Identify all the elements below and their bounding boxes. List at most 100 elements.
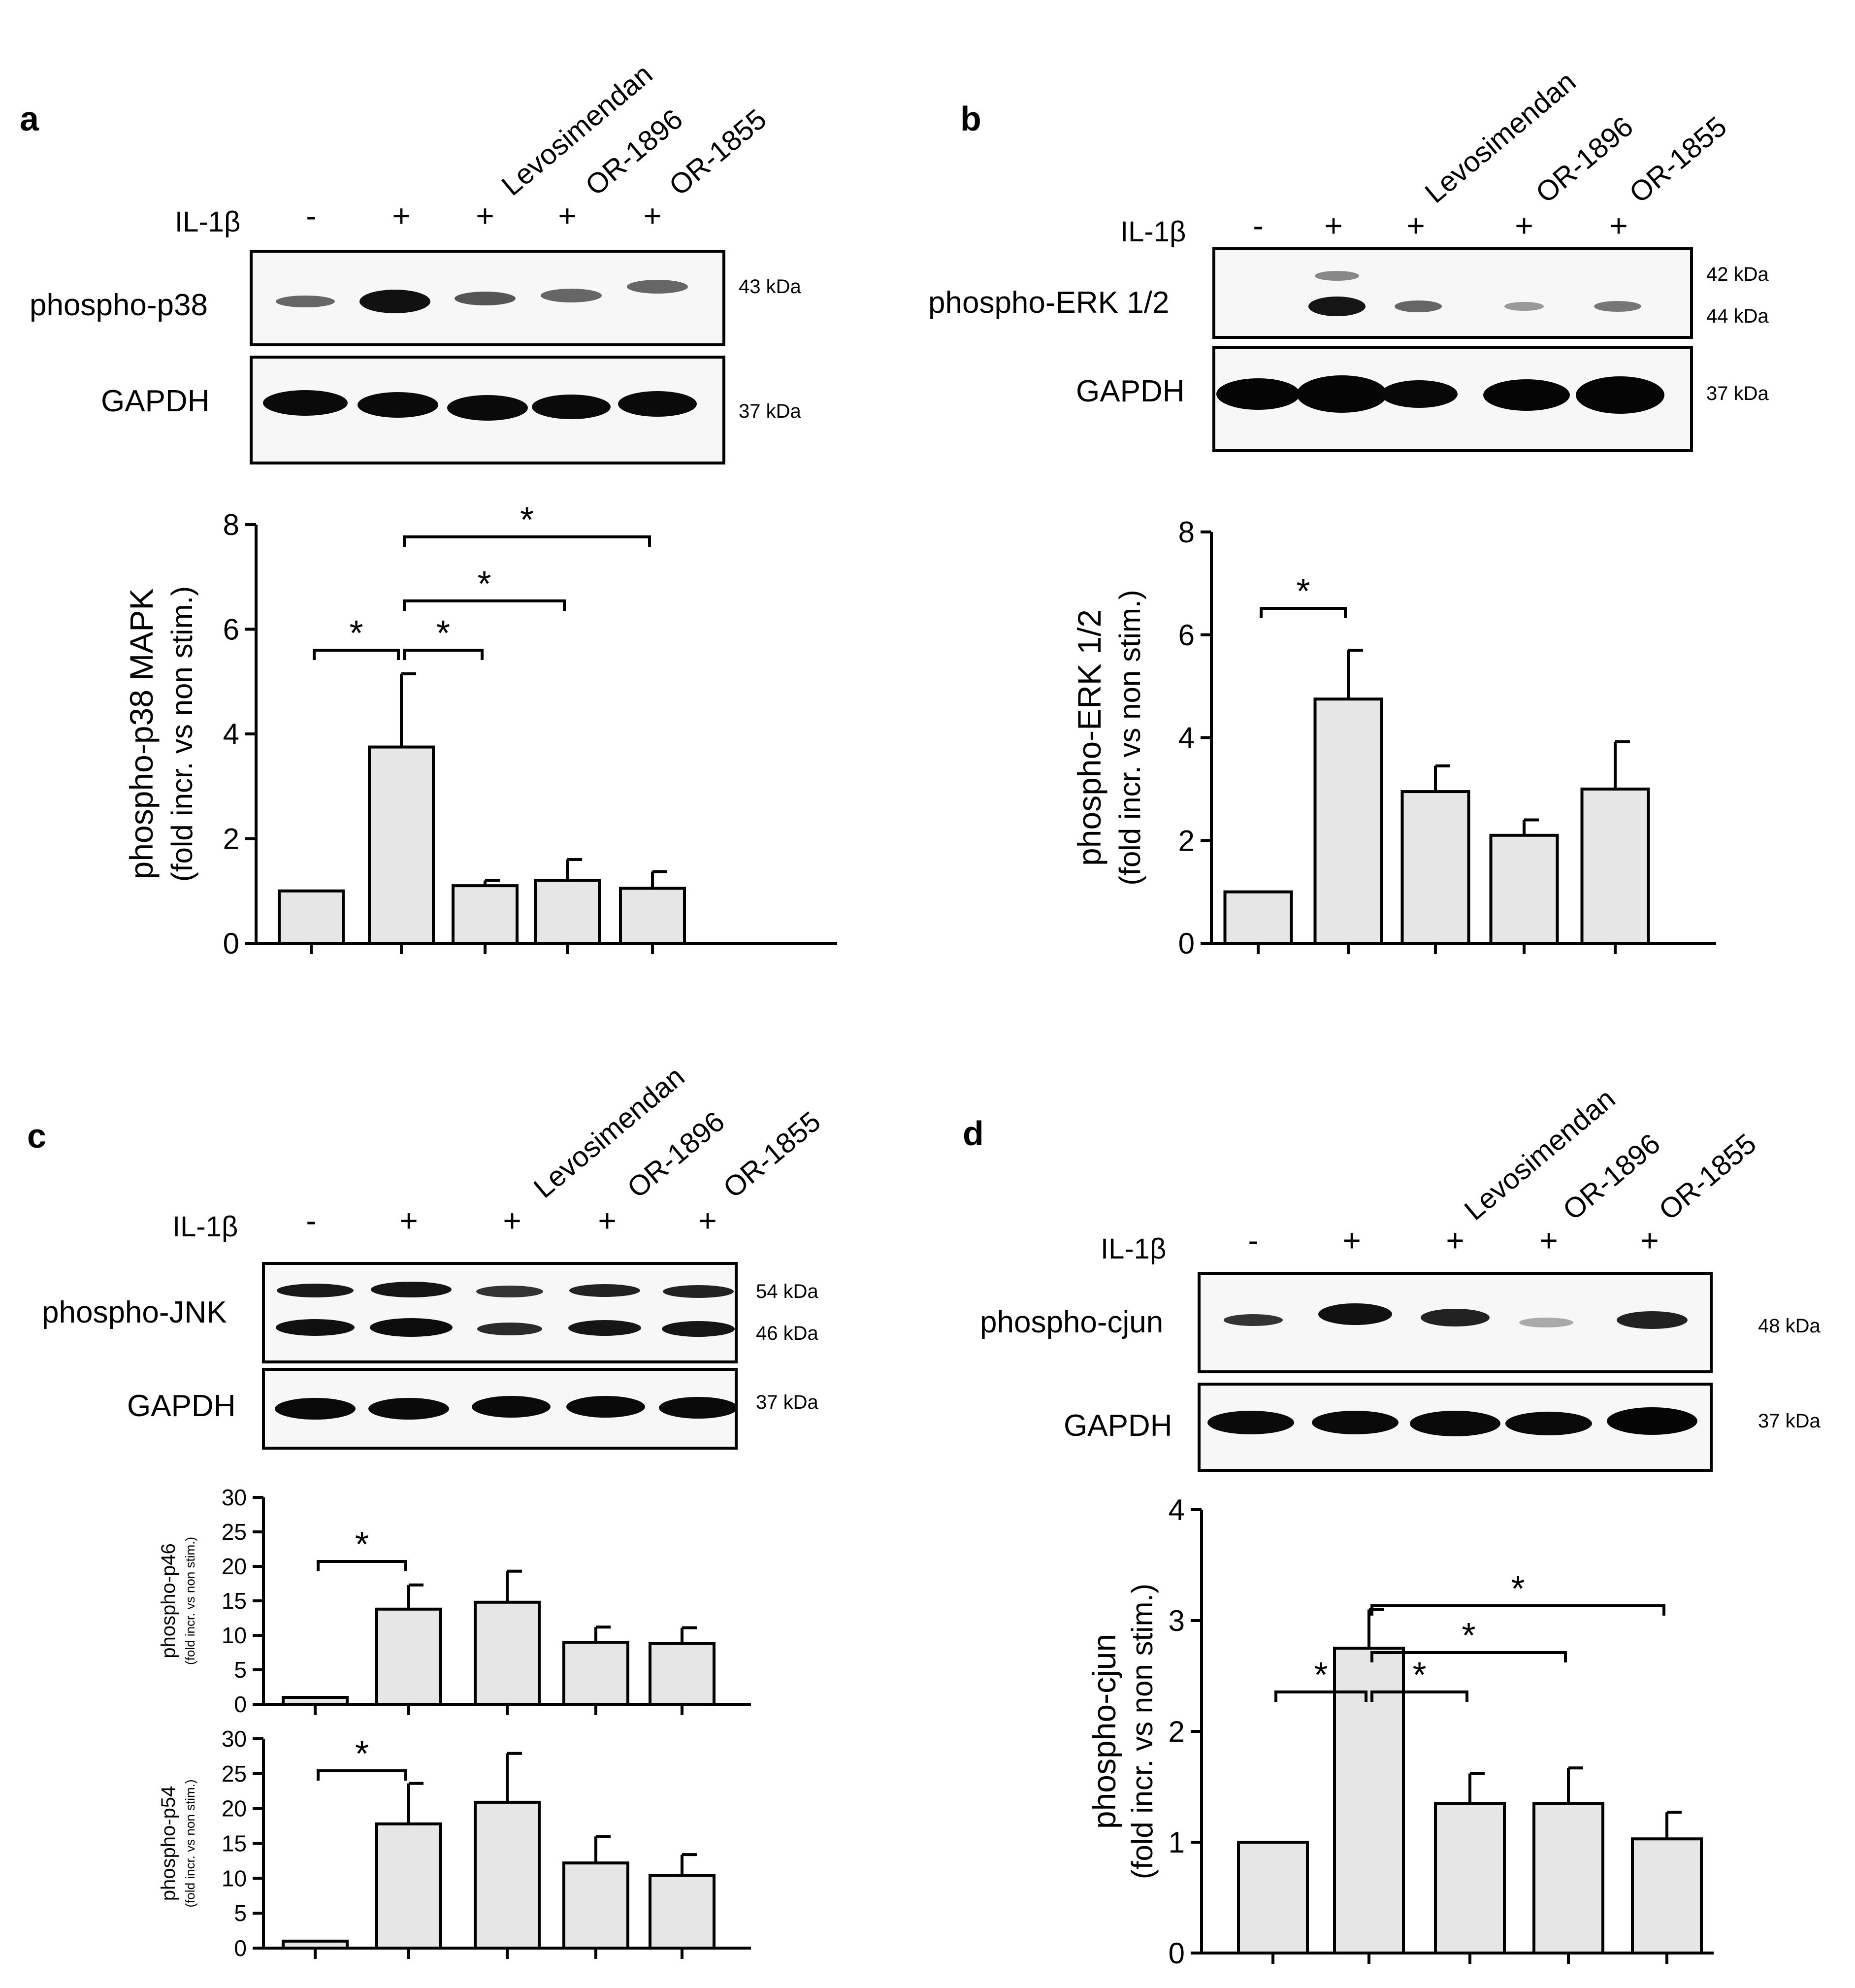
panel-b: b Levosimendan OR-1896 OR-1855 IL-1β - +…	[928, 66, 1769, 452]
panel-c-band	[368, 1398, 449, 1420]
chart-a: 0 2 4 6 8 * * * * phospho-p38 MAPK (fold incr. vs …	[123, 500, 837, 960]
panel-a-band	[358, 392, 438, 418]
panel-d-letter: d	[963, 1114, 984, 1153]
panel-b-band	[1576, 376, 1664, 414]
panel-a-sign-3: +	[558, 198, 576, 233]
panel-d: d Levosimendan OR-1896 OR-1855 IL-1β - +…	[963, 1083, 1821, 1472]
y-tick-label: 8	[1178, 516, 1195, 549]
panel-d-kda-48: 48 kDa	[1758, 1315, 1821, 1337]
panel-d-sign-0: -	[1248, 1223, 1258, 1258]
bar	[278, 889, 345, 945]
bar	[282, 1696, 349, 1706]
panel-a-blot-p38-label: phospho-p38	[30, 288, 208, 322]
panel-c-sign-1: +	[399, 1203, 418, 1238]
panel-d-treatment-or1855: OR-1855	[1653, 1127, 1762, 1226]
y-axis-label: phospho-p46	[158, 1543, 179, 1658]
panel-a: a Levosimendan OR-1896 OR-1855 IL-1β - +…	[20, 58, 801, 464]
y-tick-label: 0	[234, 1691, 247, 1717]
panel-b-sign-4: +	[1609, 208, 1627, 243]
chart-c2: 0 5 10 15 20 25 30 * phospho-p54 (fold incr. vs n…	[158, 1726, 751, 1961]
significance-star: *	[520, 500, 534, 540]
panel-a-band	[455, 292, 516, 305]
significance-star: *	[1296, 572, 1310, 611]
y-tick-label: 5	[234, 1657, 247, 1683]
significance-bracket	[403, 649, 484, 660]
y-tick-label: 20	[222, 1554, 247, 1579]
y-axis-sublabel: (fold incr. vs non stim.)	[183, 1779, 197, 1907]
panel-d-band	[1318, 1303, 1392, 1325]
significance-star: *	[349, 614, 363, 653]
panel-c-band	[275, 1398, 356, 1420]
panel-a-band	[447, 395, 528, 421]
panel-d-band	[1617, 1311, 1688, 1329]
panel-c-sign-3: +	[598, 1203, 616, 1238]
bar	[649, 1642, 716, 1706]
y-tick-label: 0	[223, 927, 239, 960]
panel-d-band	[1224, 1314, 1283, 1326]
panel-c-treatment-or1855: OR-1855	[717, 1105, 827, 1204]
bar	[1434, 1802, 1506, 1955]
panel-b-band	[1504, 302, 1544, 311]
y-tick-label: 4	[223, 718, 239, 751]
significance-bracket	[317, 1560, 407, 1571]
panel-a-band	[263, 390, 348, 416]
bar	[619, 887, 686, 945]
panel-b-band	[1297, 375, 1387, 413]
panel-b-blot-erk	[1212, 247, 1693, 339]
panel-c-band	[476, 1286, 543, 1297]
panel-d-sign-4: +	[1640, 1223, 1659, 1258]
y-tick-label: 2	[1178, 824, 1195, 857]
panel-c-band	[662, 1321, 735, 1337]
panel-b-kda-44: 44 kDa	[1706, 305, 1769, 327]
panel-c-band	[277, 1284, 354, 1297]
y-tick-label: 20	[222, 1796, 247, 1822]
significance-bracket	[1260, 607, 1347, 618]
panel-b-band	[1483, 379, 1570, 411]
panel-a-sign-0: -	[306, 198, 316, 233]
panel-b-sign-3: +	[1515, 208, 1533, 243]
panel-a-letter: a	[20, 99, 39, 138]
panel-b-kda-gapdh: 37 kDa	[1706, 383, 1769, 404]
y-tick-label: 1	[1169, 1826, 1185, 1859]
significance-star: *	[436, 614, 450, 653]
panel-a-blot-p38	[250, 250, 725, 346]
y-tick-label: 2	[223, 823, 239, 856]
panel-a-band	[276, 296, 335, 307]
panel-d-band	[1421, 1309, 1490, 1326]
panel-d-band	[1312, 1411, 1399, 1434]
bar	[1237, 1841, 1309, 1955]
panel-a-kda-p38: 43 kDa	[739, 276, 801, 298]
panel-c-band	[276, 1319, 355, 1336]
y-tick-label: 0	[1169, 1937, 1185, 1970]
significance-star: *	[355, 1525, 369, 1564]
significance-bracket	[1370, 1604, 1665, 1616]
y-tick-label: 6	[223, 613, 239, 646]
y-tick-label: 6	[1178, 619, 1195, 652]
y-tick-label: 15	[222, 1588, 247, 1614]
bar	[1580, 787, 1650, 945]
y-tick-label: 4	[1178, 722, 1195, 755]
bar	[1489, 833, 1559, 945]
bar	[452, 884, 519, 945]
panel-c: c Levosimendan OR-1896 OR-1855 IL-1β - +…	[27, 1060, 827, 1450]
panel-c-kda-46: 46 kDa	[756, 1323, 818, 1344]
panel-a-sign-2: +	[476, 198, 494, 233]
panel-c-letter: c	[27, 1117, 46, 1155]
panel-d-band	[1207, 1411, 1294, 1434]
panel-d-kda-gapdh: 37 kDa	[1758, 1410, 1821, 1432]
bar	[368, 745, 435, 945]
bar	[1313, 697, 1383, 945]
panel-c-kda-gapdh: 37 kDa	[756, 1392, 818, 1413]
panel-a-sign-1: +	[392, 198, 410, 233]
bar	[562, 1861, 629, 1950]
chart-b: 0 2 4 6 8 * phospho-ERK 1/2 (fold incr. vs non …	[1071, 516, 1716, 960]
panel-b-band	[1381, 380, 1458, 408]
y-tick-label: 5	[234, 1900, 247, 1926]
panel-c-band	[566, 1396, 645, 1418]
panel-c-band	[663, 1285, 734, 1298]
panel-a-blot-gapdh-label: GAPDH	[101, 384, 209, 418]
panel-d-stim-label: IL-1β	[1101, 1233, 1166, 1265]
significance-star: *	[355, 1734, 369, 1774]
y-tick-label: 4	[1169, 1493, 1185, 1526]
